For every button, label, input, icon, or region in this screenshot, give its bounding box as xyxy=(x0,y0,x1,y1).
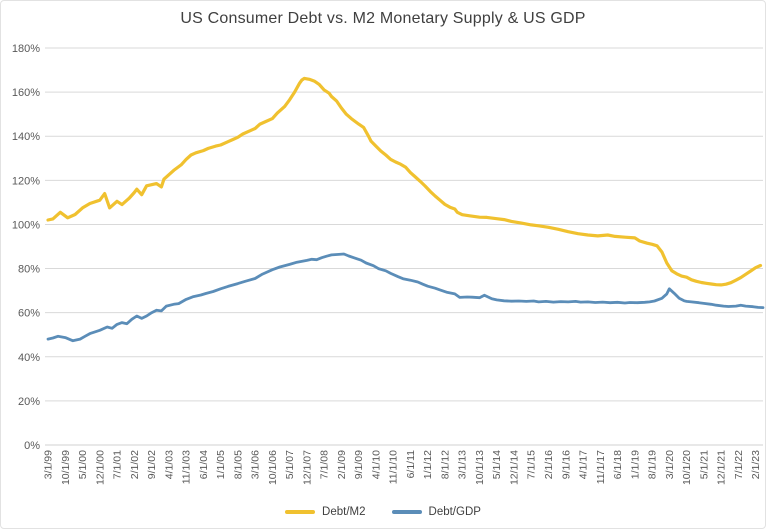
legend-label-debt-gdp: Debt/GDP xyxy=(428,506,481,518)
x-tick-label: 3/1/99 xyxy=(43,450,55,479)
x-tick-label: 1/1/19 xyxy=(629,450,641,479)
x-axis-labels: 3/1/99 10/1/99 5/1/00 12/1/00 7/1/01 2/1/02 9/… xyxy=(43,450,763,485)
x-tick-label: 8/1/19 xyxy=(647,450,659,479)
x-tick-label: 7/1/08 xyxy=(319,450,331,479)
x-tick-label: 9/1/16 xyxy=(560,450,572,479)
x-tick-label: 6/1/04 xyxy=(198,450,210,479)
y-tick-label: 180% xyxy=(12,43,40,55)
x-tick-label: 4/1/10 xyxy=(370,450,382,479)
x-tick-label: 5/1/00 xyxy=(77,450,89,479)
x-tick-label: 3/1/06 xyxy=(250,450,262,479)
y-tick-label: 100% xyxy=(12,219,40,231)
x-tick-label: 4/1/03 xyxy=(163,450,175,479)
x-tick-label: 7/1/15 xyxy=(526,450,538,479)
x-tick-label: 11/1/17 xyxy=(595,450,607,484)
x-tick-label: 9/1/02 xyxy=(146,450,158,479)
x-tick-label: 11/1/10 xyxy=(388,450,400,484)
x-tick-label: 8/1/12 xyxy=(439,450,451,479)
y-tick-label: 40% xyxy=(18,352,40,364)
x-tick-label: 12/1/14 xyxy=(508,450,520,485)
x-tick-label: 1/1/05 xyxy=(215,450,227,479)
x-tick-label: 4/1/17 xyxy=(578,450,590,479)
x-tick-label: 2/1/09 xyxy=(336,450,348,479)
series-line-debt-m2 xyxy=(46,76,763,287)
x-tick-label: 7/1/01 xyxy=(112,450,124,479)
x-tick-label: 11/1/03 xyxy=(181,450,193,484)
y-tick-label: 0% xyxy=(24,440,40,452)
x-tick-label: 3/1/20 xyxy=(664,450,676,479)
x-tick-label: 2/1/02 xyxy=(129,450,141,479)
x-tick-label: 12/1/21 xyxy=(716,450,728,485)
x-tick-label: 8/1/05 xyxy=(232,450,244,479)
x-tick-label: 5/1/07 xyxy=(284,450,296,479)
y-tick-label: 140% xyxy=(12,131,40,143)
x-tick-label: 7/1/22 xyxy=(733,450,745,479)
legend-item-debt-gdp[interactable]: Debt/GDP xyxy=(391,506,481,518)
legend-label-debt-m2: Debt/M2 xyxy=(322,506,366,518)
x-tick-label: 10/1/99 xyxy=(60,450,72,485)
y-tick-label: 80% xyxy=(18,264,40,276)
y-tick-label: 20% xyxy=(18,396,40,408)
y-axis-labels: 0% 20% 40% 60% 80% 100% 120% 140% 160% 180% xyxy=(12,43,40,452)
x-tick-label: 2/1/16 xyxy=(543,450,555,479)
x-tick-label: 12/1/07 xyxy=(301,450,313,485)
x-tick-label: 10/1/13 xyxy=(474,450,486,485)
x-tick-label: 5/1/21 xyxy=(698,450,710,479)
x-tick-label: 2/1/23 xyxy=(750,450,762,479)
x-tick-label: 1/1/12 xyxy=(422,450,434,479)
x-tick-label: 12/1/00 xyxy=(94,450,106,485)
x-tick-label: 3/1/13 xyxy=(457,450,469,479)
debt-gdp-line-swatch xyxy=(391,510,422,514)
y-tick-label: 120% xyxy=(12,175,40,187)
x-tick-label: 10/1/20 xyxy=(681,450,693,485)
debt-m2-line-swatch xyxy=(285,510,316,514)
x-tick-label: 5/1/14 xyxy=(491,450,503,479)
legend: Debt/M2 Debt/GDP xyxy=(1,506,765,518)
legend-item-debt-m2[interactable]: Debt/M2 xyxy=(285,506,366,518)
x-tick-label: 6/1/11 xyxy=(405,450,417,479)
x-tick-label: 9/1/09 xyxy=(353,450,365,479)
x-tick-label: 6/1/18 xyxy=(612,450,624,479)
y-tick-label: 160% xyxy=(12,87,40,99)
x-tick-label: 10/1/06 xyxy=(267,450,279,485)
y-tick-label: 60% xyxy=(18,308,40,320)
chart-title: US Consumer Debt vs. M2 Monetary Supply … xyxy=(180,10,586,27)
series-line-debt-gdp xyxy=(46,252,765,343)
